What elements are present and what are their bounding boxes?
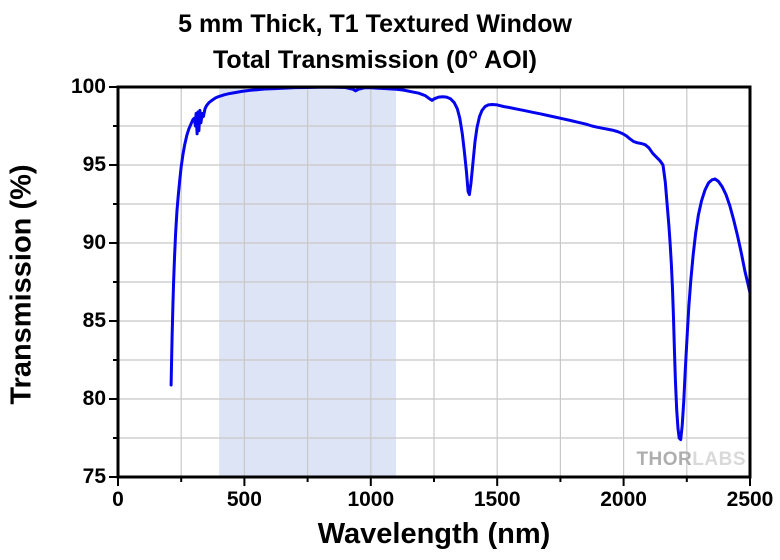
thorlabs-watermark: THORLABS [118, 449, 746, 471]
x-tick-label: 2000 [600, 488, 647, 511]
y-tick-label: 90 [82, 231, 106, 254]
thorlabs-watermark-thor: THOR [636, 449, 693, 470]
x-tick-label: 500 [226, 488, 262, 511]
chart-title-line-2: Total Transmission (0° AOI) [213, 46, 537, 74]
x-tick-label: 1000 [347, 488, 395, 511]
chart-title-block: 5 mm Thick, T1 Textured Window Total Tra… [0, 6, 750, 78]
transmission-curve [169, 87, 750, 442]
x-tick-label: 1500 [473, 488, 521, 511]
y-tick-label: 75 [82, 465, 106, 488]
x-tick-label: 0 [112, 488, 124, 511]
y-tick-label: 85 [82, 309, 106, 332]
y-tick-label: 95 [82, 153, 106, 176]
chart-title-line-1: 5 mm Thick, T1 Textured Window [178, 10, 572, 38]
x-axis-title: Wavelength (nm) [317, 518, 551, 550]
y-tick-label: 100 [70, 75, 106, 98]
x-tick-label: 2500 [726, 488, 774, 511]
thorlabs-watermark-labs: LABS [692, 449, 746, 470]
y-tick-label: 80 [82, 387, 106, 410]
